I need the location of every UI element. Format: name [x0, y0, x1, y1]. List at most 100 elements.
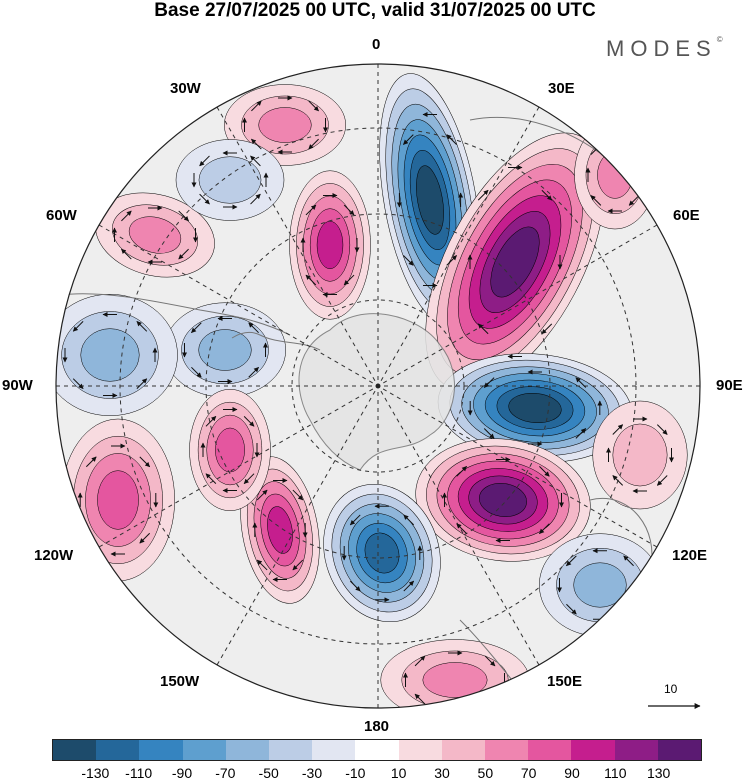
antarctica-landmass	[298, 313, 455, 471]
wind-arrow	[251, 100, 262, 112]
wind-arrow	[191, 366, 202, 378]
wind-arrow	[139, 456, 151, 468]
wind-arrow	[256, 559, 268, 571]
lon-label-180: 180	[364, 718, 390, 735]
legend-tick-label: 30	[434, 765, 450, 781]
wind-arrow	[305, 274, 317, 286]
wind-arrow	[243, 416, 255, 427]
legend-tick-label: 110	[604, 765, 627, 781]
anomaly-center	[164, 302, 286, 398]
wind-arrow	[484, 693, 496, 705]
wind-arrow	[343, 274, 355, 286]
wind-arrow	[121, 210, 132, 222]
anomaly-contour	[258, 107, 312, 143]
wind-arrow	[483, 428, 495, 439]
anomaly-center	[240, 456, 320, 604]
legend-swatch-11	[528, 740, 572, 760]
anomaly-contour	[215, 427, 245, 473]
map-boundary	[55, 63, 701, 709]
wind-arrow	[136, 378, 148, 389]
anomaly-contour	[479, 483, 527, 517]
wind-arrow	[414, 655, 426, 667]
wind-arrow	[628, 144, 640, 155]
anomaly-contour	[267, 506, 293, 554]
wind-arrow	[403, 134, 414, 145]
anomaly-contour	[416, 165, 444, 235]
legend-tick-label: 90	[564, 765, 580, 781]
legend-tick-label: 130	[646, 765, 671, 781]
lon-label-0: 0	[372, 36, 381, 53]
lon-label-120e: 120E	[672, 547, 708, 564]
wind-arrow	[199, 155, 210, 167]
anomaly-contour	[316, 220, 344, 270]
lon-label-120w: 120W	[34, 547, 74, 564]
wind-arrow	[477, 323, 489, 335]
legend-swatch-2	[139, 740, 183, 760]
wind-arrow	[250, 155, 261, 167]
wind-vectors	[62, 95, 674, 708]
color-legend	[52, 739, 702, 761]
wind-arrow	[72, 321, 84, 332]
legend-tick-label: -130	[81, 765, 110, 781]
wind-arrow	[349, 580, 361, 592]
wind-arrow	[575, 428, 587, 439]
antarctic-peninsula	[231, 331, 321, 351]
wind-arrow	[72, 378, 84, 389]
legend-tick-label: -10	[345, 765, 366, 781]
anomaly-center	[425, 132, 605, 392]
wind-arrow	[139, 532, 151, 544]
lon-label-60w: 60W	[46, 207, 77, 224]
lon-label-30w: 30W	[170, 80, 201, 97]
legend-swatch-1	[96, 740, 140, 760]
wind-arrow	[541, 323, 553, 335]
brand-text: MODES	[606, 36, 717, 61]
legend-tick-label: -30	[301, 765, 323, 781]
wind-arrow	[403, 255, 414, 266]
anomaly-contour	[97, 470, 139, 530]
wind-arrow	[178, 248, 189, 260]
anomaly-contour	[612, 423, 668, 487]
anomaly-center	[56, 294, 178, 416]
vector-scale-label: 10	[664, 682, 678, 696]
legend-tick-label: 50	[477, 765, 494, 781]
wind-arrow	[308, 100, 319, 112]
legend-swatch-14	[657, 740, 702, 760]
legend-tick-label: -110	[125, 765, 153, 781]
legend-tick-label: -90	[171, 765, 193, 781]
legend-swatch-9	[441, 740, 486, 760]
anomaly-center	[592, 400, 688, 510]
wind-arrow	[456, 466, 467, 477]
wind-arrow	[349, 514, 361, 526]
south-pole-marker	[375, 383, 381, 389]
anomaly-center	[539, 533, 661, 637]
anomaly-center	[437, 353, 633, 463]
wind-arrow	[205, 416, 217, 427]
wind-arrow	[612, 424, 624, 435]
wind-arrow	[446, 134, 457, 145]
map-title: Base 27/07/2025 00 UTC, valid 31/07/2025…	[154, 0, 596, 21]
anomaly-contour	[422, 662, 488, 698]
anomaly-contour	[198, 156, 262, 204]
anomaly-contour	[573, 562, 627, 608]
wind-arrow	[178, 210, 189, 222]
wind-arrow	[199, 193, 210, 205]
wind-arrow	[566, 603, 577, 615]
wind-arrow	[248, 366, 259, 378]
lon-label-90w: 90W	[2, 377, 33, 394]
wind-arrow	[612, 475, 624, 486]
wind-arrow	[85, 456, 97, 468]
legend-tick-label: -50	[258, 765, 279, 781]
wind-arrow	[477, 189, 489, 201]
anomaly-contour	[128, 216, 182, 254]
anomaly-contour	[490, 226, 540, 298]
anomaly-center	[95, 192, 215, 278]
wind-arrow	[414, 693, 426, 705]
wind-arrow	[256, 489, 268, 501]
wind-arrow	[623, 555, 634, 567]
wind-arrow	[483, 377, 495, 388]
wind-arrow	[250, 193, 261, 205]
brand-logo: MODES©	[606, 35, 723, 62]
anomaly-center	[289, 170, 371, 320]
lon-label-90e: 90E	[716, 377, 743, 394]
